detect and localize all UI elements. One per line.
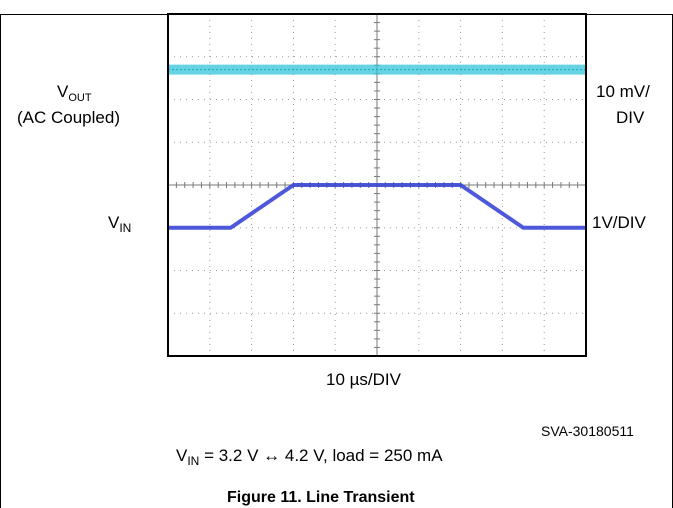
reference-code: SVA-30180511: [541, 423, 634, 439]
figure-title: Figure 11. Line Transient: [227, 489, 415, 506]
cond-v: V: [176, 446, 188, 465]
vout-label-sub: OUT: [68, 92, 92, 104]
vin-label-sub: IN: [119, 221, 132, 235]
vout-scale-line2: DIV: [616, 108, 645, 127]
cond-rest: = 3.2 V ↔ 4.2 V, load = 250 mA: [199, 446, 443, 465]
page-frame-left: [0, 14, 1, 508]
vin-trace: [168, 183, 586, 230]
vout-coupling-label: (AC Coupled): [17, 108, 120, 127]
vin-scale-label: 1V/DIV: [592, 213, 646, 232]
test-conditions: VIN = 3.2 V ↔ 4.2 V, load = 250 mA: [176, 446, 443, 468]
cond-sub: IN: [187, 454, 200, 468]
vout-label-main: V: [57, 82, 69, 101]
scope-frame: [167, 13, 587, 357]
time-scale-label: 10 µs/DIV: [326, 370, 401, 389]
vin-label-main: V: [108, 213, 120, 232]
vin-label: VIN: [108, 213, 132, 235]
vout-scale-line1: 10 mV/: [596, 82, 650, 101]
vout-label: VOUT: [57, 82, 92, 104]
